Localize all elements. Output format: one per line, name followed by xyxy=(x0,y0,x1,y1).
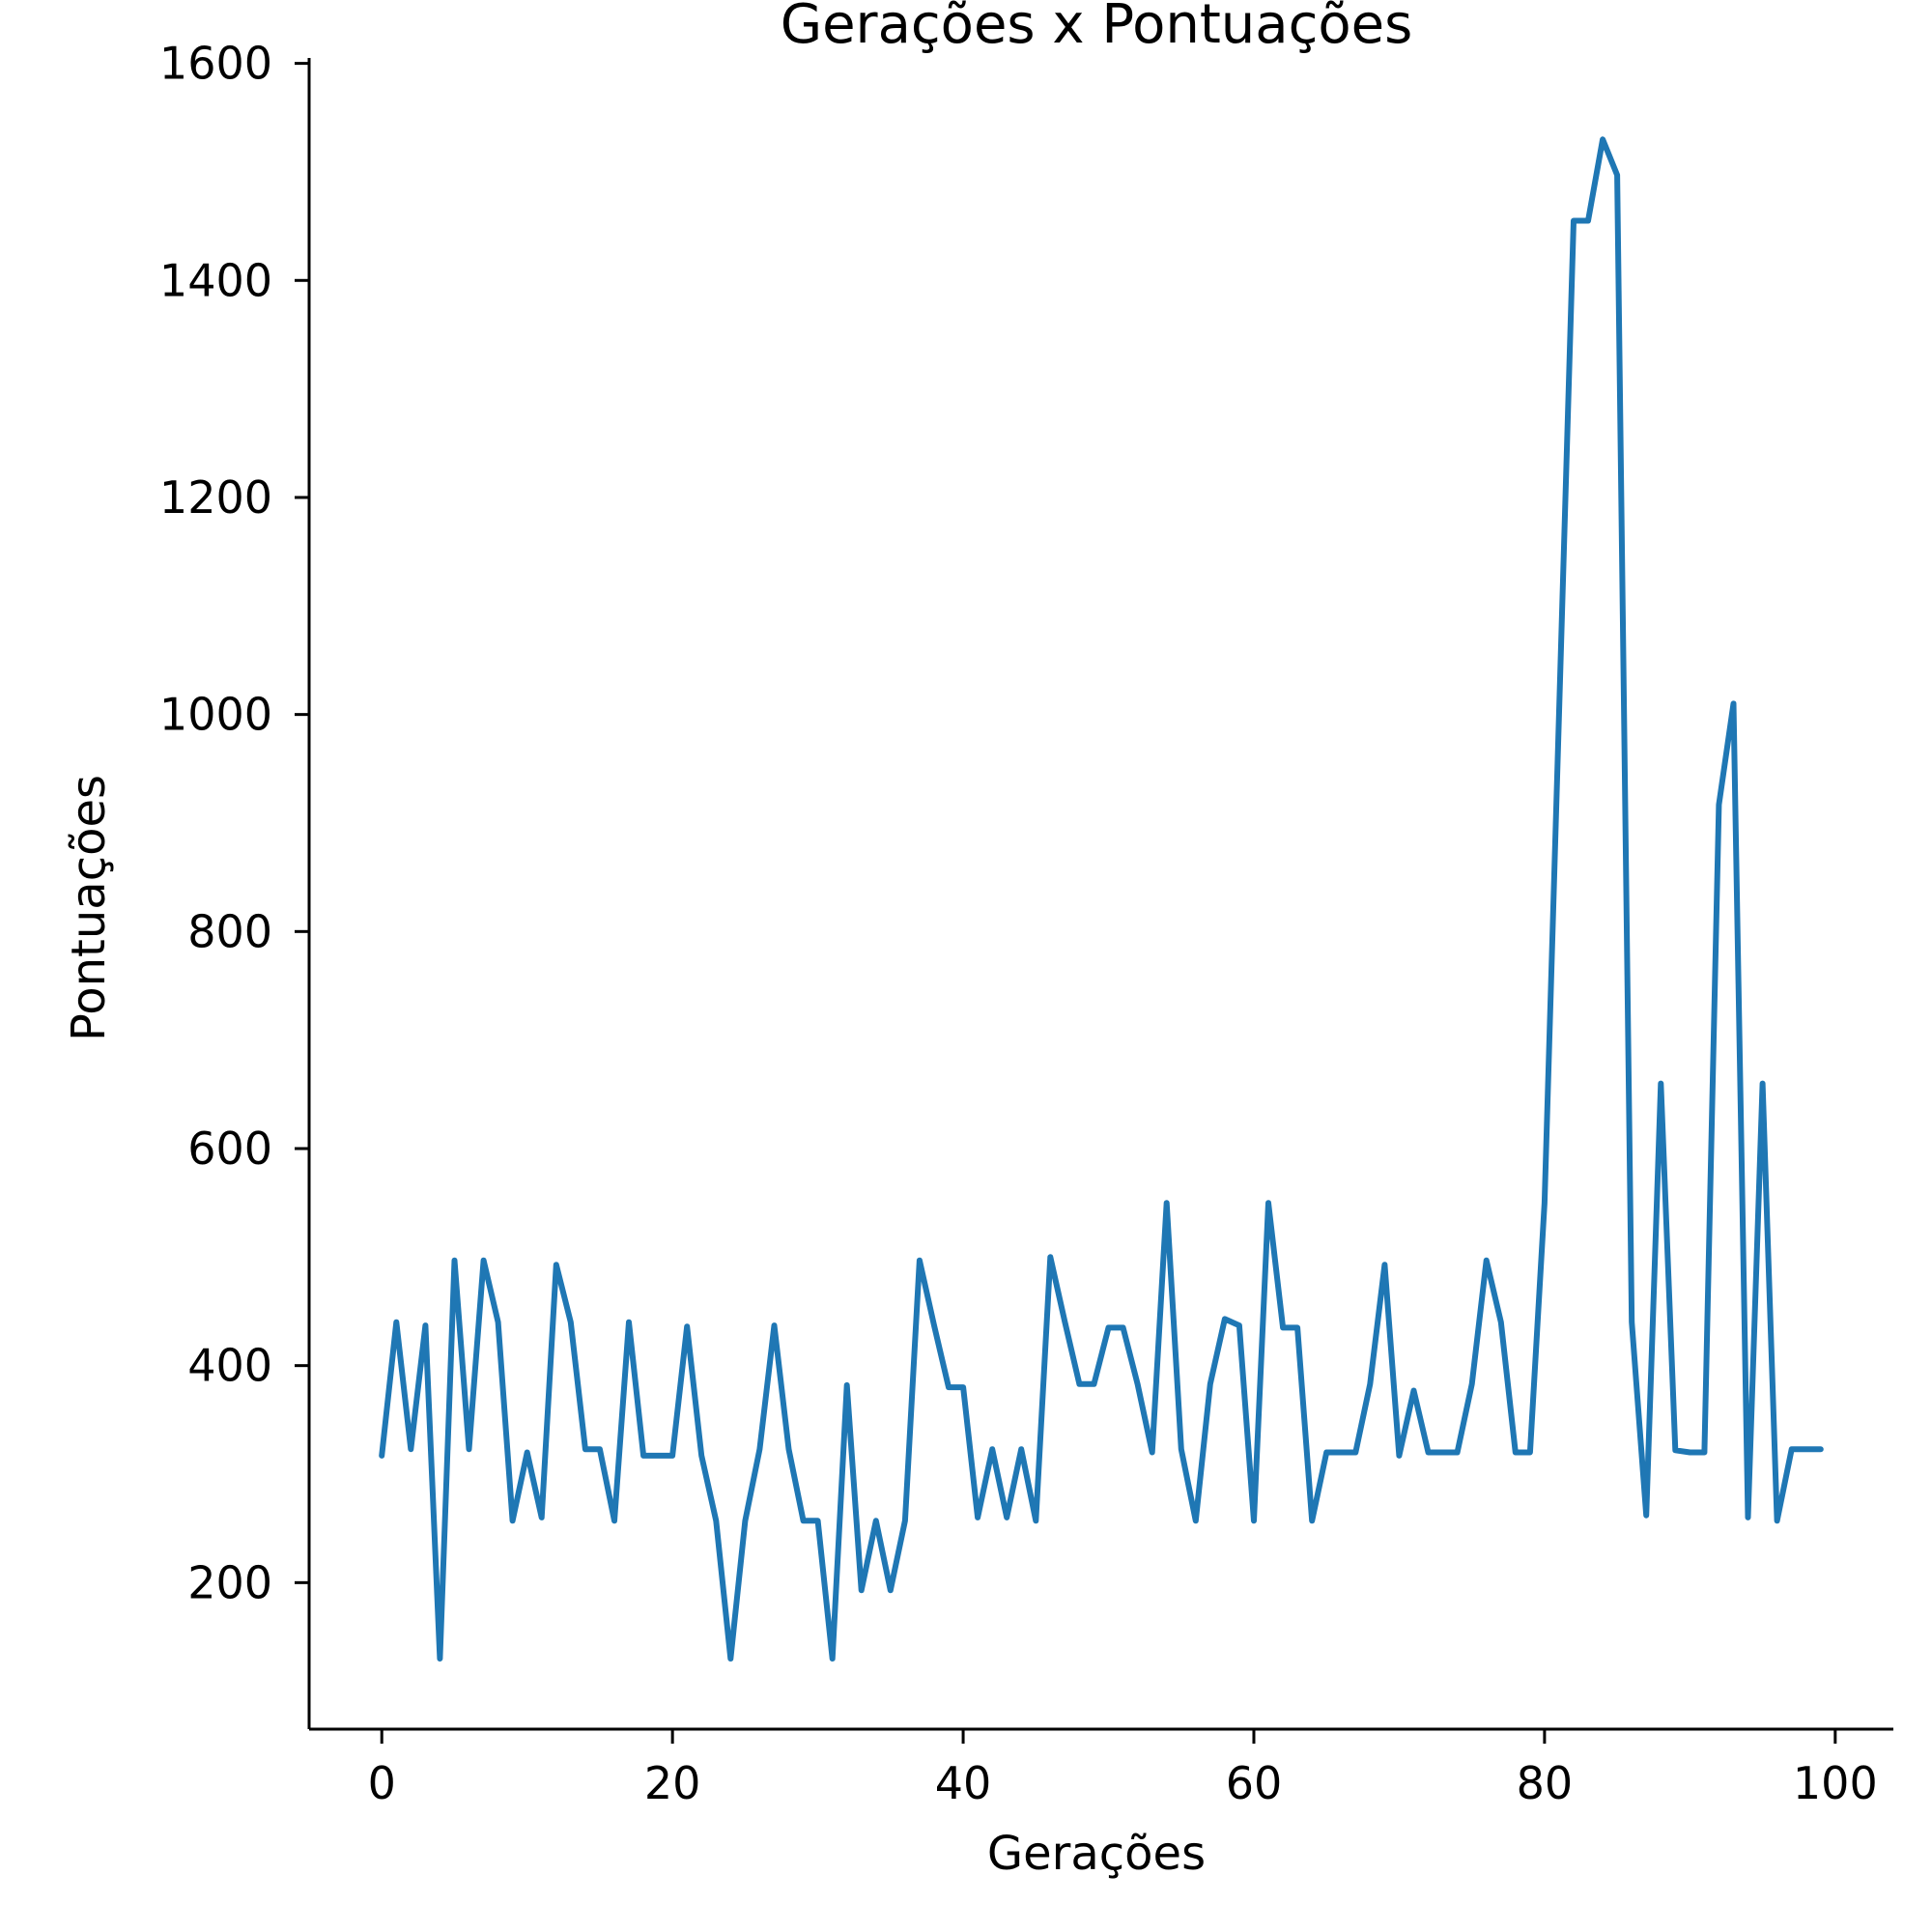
y-tick-label: 600 xyxy=(187,1122,272,1175)
y-tick-label: 800 xyxy=(187,905,272,957)
y-tick-label: 200 xyxy=(187,1556,272,1608)
axes xyxy=(307,58,1893,1731)
x-tick-label: 80 xyxy=(1517,1757,1574,1809)
x-tick-label: 0 xyxy=(368,1757,396,1809)
series-layer xyxy=(379,136,1824,1662)
x-tick-label: 40 xyxy=(935,1757,992,1809)
y-tick-label: 1400 xyxy=(159,254,272,306)
x-tick-label: 20 xyxy=(644,1757,701,1809)
chart-title: Gerações x Pontuações xyxy=(781,0,1413,56)
y-axis-label: Pontuações xyxy=(62,775,116,1041)
y-tick-label: 1000 xyxy=(159,689,272,741)
x-tick-label: 100 xyxy=(1793,1757,1878,1809)
y-tick-label: 1600 xyxy=(159,38,272,90)
y-tick-label: 400 xyxy=(187,1340,272,1392)
y-tick-label: 1200 xyxy=(159,471,272,524)
x-tick-label: 60 xyxy=(1226,1757,1283,1809)
series-line xyxy=(379,136,1824,1662)
x-axis-label: Gerações xyxy=(987,1827,1206,1881)
ticks: 0 20 40 60 80 100 200 400 600 800 1000 1200 1400 1600 xyxy=(159,38,1878,1809)
